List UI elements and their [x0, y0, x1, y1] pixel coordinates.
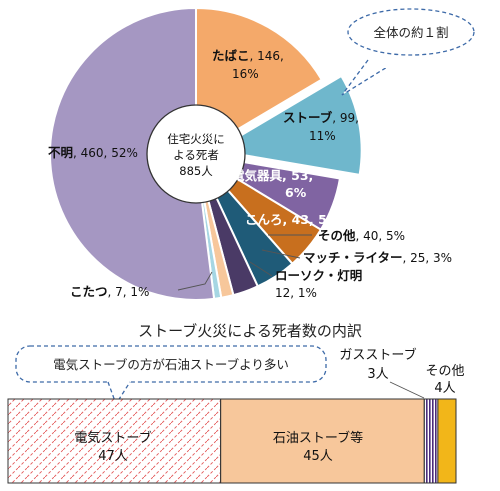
leader-lines — [177, 234, 312, 291]
slice-value-tabako: , 146, — [250, 49, 284, 63]
segment-name-electric: 電気ストーブ — [74, 430, 151, 446]
bar-callout-join — [110, 379, 128, 383]
pie-slice-1 — [212, 74, 363, 177]
slice-name-stove: ストーブ — [283, 110, 333, 125]
slice-percent-stove: 11% — [309, 129, 336, 143]
slice-percent-kotatsu: 1% — [127, 285, 150, 299]
segment-value-electric: 47人 — [98, 449, 128, 464]
leader-line-gas — [389, 381, 425, 399]
bar-label-gas: ガスストーブ 3人 — [339, 347, 425, 399]
slice-name-match: マッチ・ライター — [303, 250, 403, 265]
slice-label-stove: ストーブ, 99, 11% — [283, 110, 359, 143]
slice-label-sonota: その他, 40, 5% — [318, 228, 405, 243]
slice-percent-tabako: 16% — [232, 67, 259, 81]
slice-name-fumei: 不明 — [48, 145, 73, 160]
slice-label-fumei: 不明, 460, 52% — [48, 145, 138, 160]
slice-value-fumei: , 460, — [73, 146, 107, 160]
segment-name-gas: ガスストーブ — [339, 347, 416, 363]
bar-label-other: その他 4人 — [425, 364, 464, 396]
bar-chart-title: ストーブ火災による死者数の内訳 — [138, 322, 362, 340]
bar-callout-bubble — [15, 345, 327, 383]
bar-segment-pattern-2 — [423, 398, 439, 484]
svg-text:その他, 40, 5%: その他, 40, 5% — [318, 228, 405, 243]
bar-label-oil: 石油ストーブ等 45人 — [273, 430, 363, 464]
slice-name-tabako: たばこ — [212, 48, 250, 63]
slice-label-denki: 電気器具, 53, 6% — [232, 168, 313, 200]
svg-text:不明, 460, 52%: 不明, 460, 52% — [48, 145, 138, 160]
svg-text:電気器具, 53,: 電気器具, 53, — [232, 168, 313, 183]
slice-name-konro: こんろ — [245, 212, 283, 227]
svg-text:ストーブ, 99,: ストーブ, 99, — [283, 110, 359, 125]
slice-label-kotatsu: こたつ, 7, 1% — [70, 284, 149, 299]
bar-segment-3 — [437, 398, 457, 484]
center-label-line1: 住宅火災に — [167, 132, 225, 146]
slice-percent-konro: 5% — [314, 212, 340, 227]
slice-value-match: , 25, — [403, 251, 430, 265]
leader-line-match — [261, 249, 301, 259]
bar-segment-pattern-0 — [7, 398, 222, 484]
slice-value-sonota: , 40, — [356, 229, 383, 243]
slice-label-rosoku: ローソク・灯明 12, 1% — [275, 268, 362, 300]
center-label-line3: 885人 — [179, 164, 213, 178]
slice-value-rosoku: 12, — [275, 286, 294, 300]
pie-callout-bubble — [347, 8, 475, 56]
pie-center-circle — [146, 104, 246, 204]
segment-name-other: その他 — [425, 364, 464, 379]
bar-callout-text: 電気ストーブの方が石油ストーブより多い — [53, 357, 289, 372]
stacked-bar — [7, 398, 457, 484]
leader-line-rosoku — [249, 261, 273, 277]
pie-callout: 全体の約１割 — [341, 8, 475, 96]
svg-text:12, 1%: 12, 1% — [275, 286, 317, 300]
slice-value-denki: , 53, — [282, 168, 313, 183]
slice-value-kotatsu: , 7, — [108, 285, 127, 299]
pie-callout-join — [370, 58, 410, 68]
slice-percent-rosoku: 1% — [294, 286, 317, 300]
slice-name-rosoku: ローソク・灯明 — [275, 268, 362, 283]
center-label-line2: よる死者 — [173, 148, 219, 162]
slice-name-denki: 電気器具 — [232, 168, 283, 183]
slice-label-tabako: たばこ, 146, 16% — [212, 48, 284, 81]
leader-line-kotatsu — [177, 271, 213, 291]
bar-callout: 電気ストーブの方が石油ストーブより多い — [15, 345, 327, 406]
slice-label-match: マッチ・ライター, 25, 3% — [303, 250, 452, 265]
slice-value-konro: , 43, — [283, 212, 314, 227]
segment-value-other: 4人 — [434, 381, 455, 396]
pie-callout-tail — [341, 59, 393, 96]
segment-value-gas: 3人 — [367, 367, 388, 382]
bar-label-electric: 電気ストーブ 47人 — [74, 430, 151, 464]
slice-value-stove: , 99, — [332, 111, 359, 125]
segment-value-oil: 45人 — [303, 449, 333, 464]
slice-name-kotatsu: こたつ — [70, 284, 108, 299]
segment-name-oil: 石油ストーブ等 — [273, 430, 363, 446]
pie-slice-8 — [49, 6, 216, 301]
slice-percent-denki: 6% — [285, 185, 307, 200]
slice-percent-match: 3% — [429, 251, 452, 265]
svg-text:こたつ, 7, 1%: こたつ, 7, 1% — [70, 284, 149, 299]
svg-text:マッチ・ライター, 25, 3%: マッチ・ライター, 25, 3% — [303, 250, 452, 265]
slice-name-sonota: その他 — [318, 228, 356, 243]
svg-text:たばこ, 146,: たばこ, 146, — [212, 48, 284, 63]
pie-callout-text: 全体の約１割 — [373, 25, 448, 40]
svg-text:こんろ, 43, 5%: こんろ, 43, 5% — [245, 212, 340, 227]
slice-label-konro: こんろ, 43, 5% — [245, 212, 340, 227]
slice-percent-fumei: 52% — [107, 146, 138, 160]
bar-segment-1 — [220, 398, 425, 484]
slice-percent-sonota: 5% — [382, 229, 405, 243]
